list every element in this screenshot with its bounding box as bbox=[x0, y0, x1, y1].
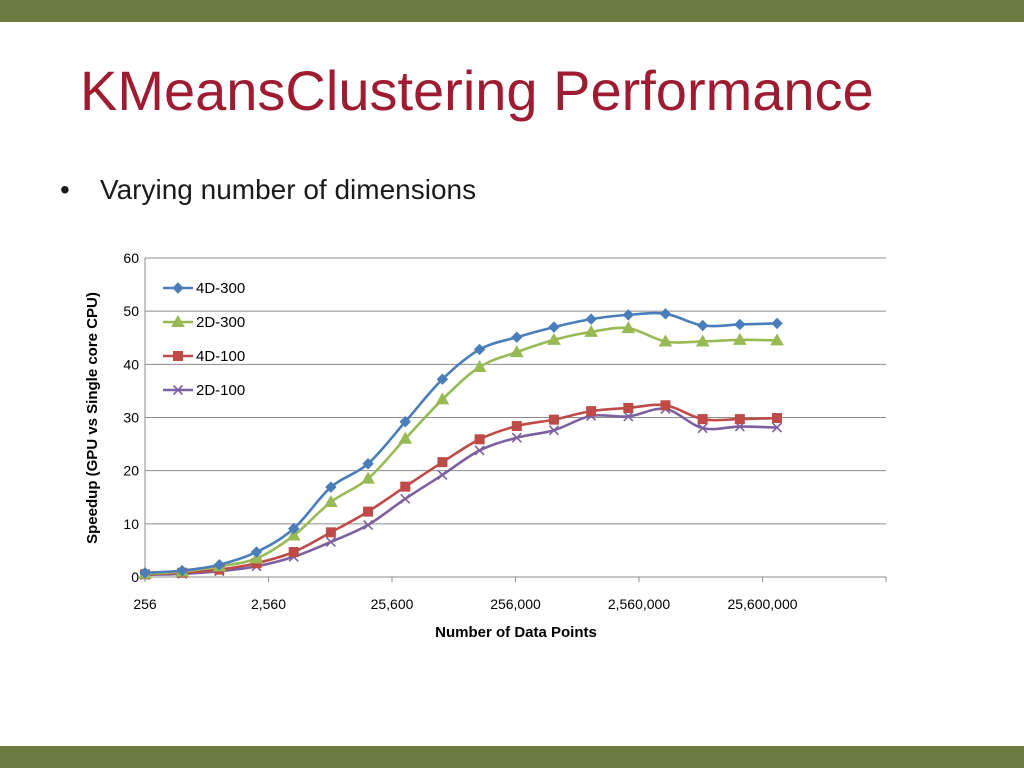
data-point-4d-100 bbox=[325, 527, 336, 538]
data-point-2d-100 bbox=[474, 445, 485, 456]
data-point-4d-300 bbox=[473, 343, 486, 356]
data-point-2d-300 bbox=[509, 345, 524, 358]
data-point-2d-300 bbox=[472, 359, 487, 372]
data-point-2d-300 bbox=[770, 333, 784, 346]
x-axis-title: Number of Data Points bbox=[435, 624, 597, 641]
data-point-2d-300 bbox=[658, 334, 673, 347]
data-point-4d-100 bbox=[511, 421, 522, 432]
data-point-2d-300 bbox=[435, 392, 450, 405]
data-point-2d-300 bbox=[695, 334, 710, 347]
data-point-2d-100 bbox=[548, 425, 560, 436]
data-point-4d-100 bbox=[437, 457, 448, 468]
data-point-2d-300 bbox=[398, 431, 413, 444]
data-point-4d-300 bbox=[511, 331, 523, 343]
data-point-4d-100 bbox=[734, 414, 745, 425]
data-point-4d-300 bbox=[176, 564, 188, 577]
data-point-4d-300 bbox=[771, 317, 783, 330]
data-point-2d-300 bbox=[547, 332, 561, 345]
y-tick-label: 30 bbox=[123, 410, 139, 426]
slide-title: KMeansClustering Performance bbox=[80, 59, 874, 122]
legend-label-4d-300: 4D-300 bbox=[196, 280, 245, 297]
data-point-4d-300 bbox=[213, 559, 226, 571]
legend-marker-2d-300 bbox=[171, 314, 185, 327]
legend-marker-4d-100 bbox=[173, 351, 183, 361]
x-tick-label: 25,600,000 bbox=[727, 596, 797, 612]
data-point-4d-300 bbox=[436, 373, 449, 385]
bullet-marker: • bbox=[60, 174, 70, 205]
x-tick-label: 2,560 bbox=[251, 596, 286, 612]
data-point-4d-300 bbox=[734, 318, 746, 331]
y-tick-label: 40 bbox=[123, 356, 139, 372]
y-axis-title: Speedup (GPU vs Single core CPU) bbox=[84, 292, 101, 544]
x-tick-label: 256 bbox=[133, 596, 157, 612]
bottom-accent-bar bbox=[0, 746, 1024, 768]
x-tick-label: 2,560,000 bbox=[608, 596, 670, 612]
legend-label-4d-100: 4D-100 bbox=[196, 348, 245, 365]
top-accent-bar bbox=[0, 0, 1024, 22]
data-point-2d-300 bbox=[324, 495, 338, 508]
y-tick-label: 60 bbox=[123, 250, 139, 266]
x-tick-label: 25,600 bbox=[371, 596, 414, 612]
data-point-4d-100 bbox=[400, 481, 411, 492]
data-point-4d-300 bbox=[362, 458, 374, 470]
data-point-4d-100 bbox=[697, 414, 708, 425]
y-tick-label: 20 bbox=[123, 463, 139, 479]
data-point-2d-100 bbox=[623, 411, 634, 422]
data-point-2d-100 bbox=[771, 422, 783, 433]
data-point-4d-300 bbox=[139, 567, 151, 579]
data-point-2d-100 bbox=[400, 493, 411, 504]
legend-label-2d-300: 2D-300 bbox=[196, 314, 245, 331]
data-point-4d-100 bbox=[548, 414, 559, 425]
data-point-2d-100 bbox=[325, 536, 336, 547]
bullet-text: Varying number of dimensions bbox=[100, 174, 477, 205]
data-point-4d-100 bbox=[586, 406, 597, 417]
series-line-4d-100 bbox=[144, 403, 778, 576]
data-point-2d-300 bbox=[621, 321, 636, 334]
data-point-4d-100 bbox=[660, 400, 671, 411]
data-point-2d-300 bbox=[732, 332, 747, 345]
y-tick-label: 0 bbox=[131, 569, 139, 585]
legend-marker-2d-100 bbox=[172, 384, 184, 396]
data-point-2d-300 bbox=[286, 528, 301, 541]
data-point-4d-300 bbox=[288, 522, 300, 535]
y-tick-label: 50 bbox=[123, 303, 139, 319]
data-point-2d-300 bbox=[361, 471, 375, 484]
bullet-item: • Varying number of dimensions bbox=[60, 174, 476, 206]
data-point-4d-300 bbox=[659, 308, 672, 320]
data-point-4d-300 bbox=[325, 481, 337, 493]
y-tick-label: 10 bbox=[123, 516, 139, 532]
data-point-4d-300 bbox=[585, 313, 597, 325]
data-point-4d-100 bbox=[288, 547, 299, 558]
legend-label-2d-100: 2D-100 bbox=[196, 382, 245, 399]
data-point-4d-300 bbox=[399, 416, 411, 428]
x-tick-label: 256,000 bbox=[490, 596, 541, 612]
data-point-4d-100 bbox=[772, 413, 783, 424]
series-line-2d-100 bbox=[144, 407, 778, 577]
data-point-4d-300 bbox=[250, 546, 263, 558]
data-point-2d-100 bbox=[511, 432, 522, 443]
legend-marker-4d-300 bbox=[172, 282, 184, 294]
data-point-4d-300 bbox=[696, 319, 709, 332]
data-point-4d-100 bbox=[474, 434, 485, 445]
data-point-4d-100 bbox=[363, 506, 374, 517]
data-point-2d-300 bbox=[584, 324, 598, 337]
data-point-2d-100 bbox=[697, 423, 708, 434]
data-point-4d-100 bbox=[623, 402, 634, 413]
data-point-4d-300 bbox=[622, 309, 635, 321]
data-point-2d-100 bbox=[362, 519, 374, 530]
data-point-4d-300 bbox=[548, 321, 560, 333]
data-point-2d-100 bbox=[437, 469, 448, 480]
